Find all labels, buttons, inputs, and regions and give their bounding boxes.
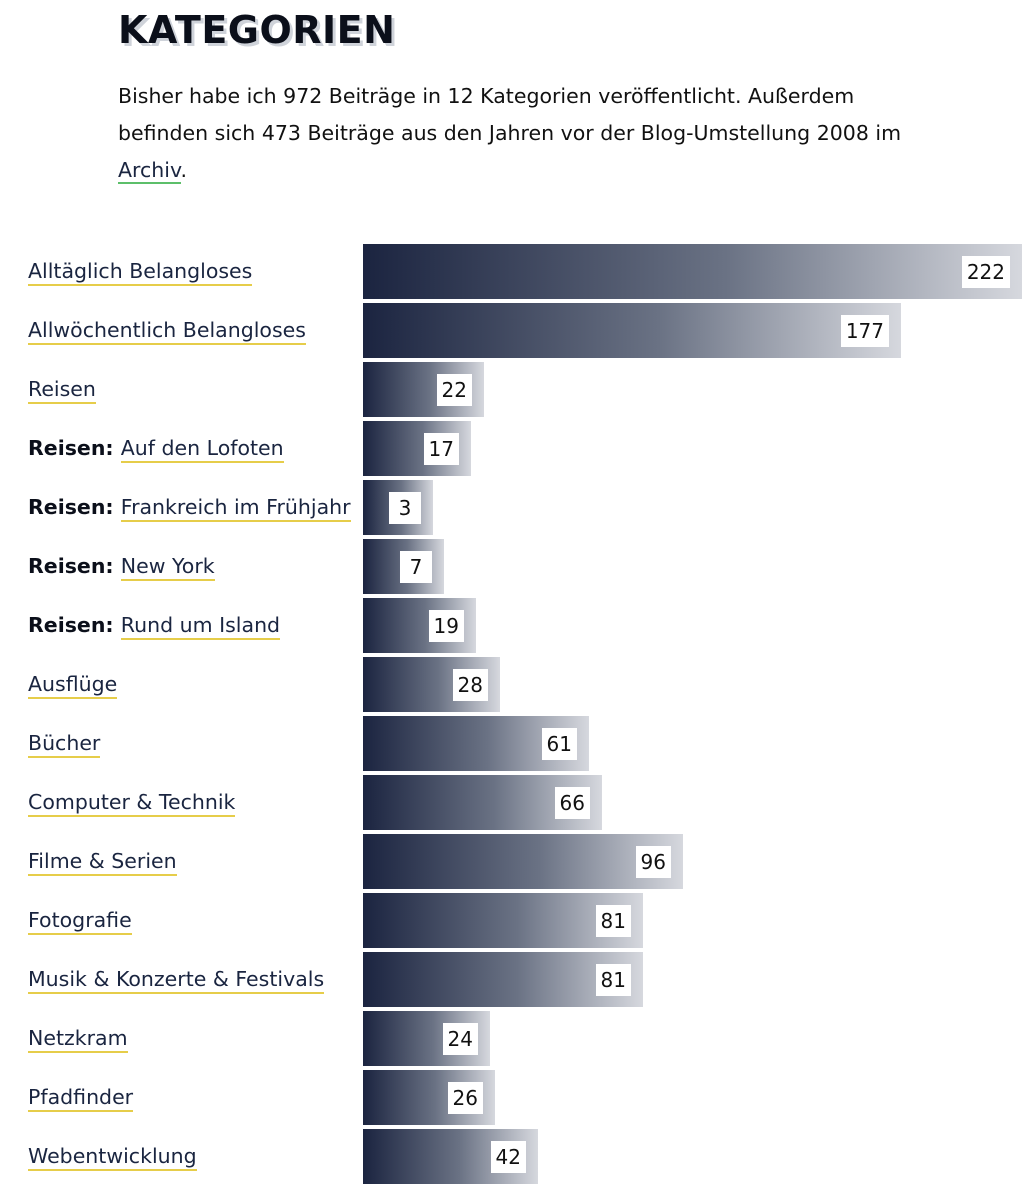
category-link[interactable]: Fotografie (28, 908, 132, 935)
bar: 17 (363, 421, 471, 476)
bar-value-label: 26 (447, 1082, 483, 1114)
category-prefix: Reisen: (28, 436, 121, 460)
bar: 81 (363, 893, 643, 948)
bar-value-label: 222 (961, 256, 1010, 288)
bar-value-label: 22 (436, 374, 472, 406)
category-link[interactable]: New York (120, 554, 215, 581)
chart-row: Netzkram 24 (0, 1011, 1035, 1066)
category-prefix: Reisen: (28, 613, 121, 637)
intro-text-end: . (180, 158, 188, 182)
category-label: Pfadfinder (28, 1070, 134, 1125)
bar-value-label: 42 (490, 1141, 526, 1173)
category-label: Ausflüge (28, 657, 118, 712)
bar: 28 (363, 657, 500, 712)
bar: 7 (363, 539, 444, 594)
bar: 61 (363, 716, 589, 771)
chart-row: Fotografie 81 (0, 893, 1035, 948)
bar-value-label: 24 (442, 1023, 478, 1055)
chart-row: Filme & Serien 96 (0, 834, 1035, 889)
chart-row: Reisen: Auf den Lofoten 17 (0, 421, 1035, 476)
bar: 3 (363, 480, 433, 535)
bar-value-label: 28 (452, 669, 488, 701)
category-label: Alltäglich Belangloses (28, 244, 253, 299)
bar: 24 (363, 1011, 490, 1066)
chart-row: Musik & Konzerte & Festivals 81 (0, 952, 1035, 1007)
category-link[interactable]: Allwöchentlich Belangloses (28, 318, 306, 345)
chart-row: Reisen: Frankreich im Frühjahr 3 (0, 480, 1035, 535)
category-label: Allwöchentlich Belangloses (28, 303, 306, 358)
category-link[interactable]: Rund um Island (120, 613, 281, 640)
category-link[interactable]: Filme & Serien (28, 849, 177, 876)
archive-link[interactable]: Archiv (118, 158, 181, 184)
category-label: Musik & Konzerte & Festivals (28, 952, 325, 1007)
bar-value-label: 17 (423, 433, 459, 465)
bar-value-label: 7 (400, 551, 432, 583)
category-prefix: Reisen: (28, 554, 121, 578)
category-prefix: Reisen: (28, 495, 121, 519)
bar: 26 (363, 1070, 495, 1125)
category-link[interactable]: Computer & Technik (28, 790, 236, 817)
chart-row: Reisen: Rund um Island 19 (0, 598, 1035, 653)
chart-row: Pfadfinder 26 (0, 1070, 1035, 1125)
bar: 19 (363, 598, 476, 653)
category-link[interactable]: Musik & Konzerte & Festivals (28, 967, 325, 994)
bar: 22 (363, 362, 484, 417)
bar-value-label: 96 (635, 846, 671, 878)
category-link[interactable]: Auf den Lofoten (120, 436, 284, 463)
page-title: KATEGORIEN (118, 8, 396, 52)
bar-value-label: 19 (428, 610, 464, 642)
bar-value-label: 66 (554, 787, 590, 819)
chart-row: Alltäglich Belangloses 222 (0, 244, 1035, 299)
chart-row: Ausflüge 28 (0, 657, 1035, 712)
category-link[interactable]: Bücher (28, 731, 101, 758)
chart-row: Bücher 61 (0, 716, 1035, 771)
category-link[interactable]: Pfadfinder (28, 1085, 134, 1112)
category-label: Computer & Technik (28, 775, 236, 830)
category-label: Reisen: Frankreich im Frühjahr (28, 480, 351, 535)
category-label: Netzkram (28, 1011, 128, 1066)
bar: 66 (363, 775, 602, 830)
bar: 81 (363, 952, 643, 1007)
category-link[interactable]: Webentwicklung (28, 1144, 197, 1171)
category-label: Bücher (28, 716, 101, 771)
category-label: Filme & Serien (28, 834, 177, 889)
bar: 177 (363, 303, 901, 358)
bar-value-label: 177 (840, 315, 889, 347)
category-label: Reisen: Rund um Island (28, 598, 281, 653)
category-label: Webentwicklung (28, 1129, 197, 1184)
intro-text: Bisher habe ich 972 Beiträge in 12 Kateg… (118, 84, 902, 145)
category-link[interactable]: Alltäglich Belangloses (28, 259, 253, 286)
intro-paragraph: Bisher habe ich 972 Beiträge in 12 Kateg… (118, 78, 918, 189)
chart-row: Computer & Technik 66 (0, 775, 1035, 830)
bar: 42 (363, 1129, 538, 1184)
category-link[interactable]: Reisen (28, 377, 96, 404)
chart-row: Webentwicklung 42 (0, 1129, 1035, 1184)
bar-value-label: 81 (595, 905, 631, 937)
bar-value-label: 61 (541, 728, 577, 760)
chart-row: Reisen: New York 7 (0, 539, 1035, 594)
chart-row: Reisen 22 (0, 362, 1035, 417)
category-link[interactable]: Ausflüge (28, 672, 118, 699)
bar-value-label: 81 (595, 964, 631, 996)
category-label: Reisen: New York (28, 539, 215, 594)
category-label: Reisen: Auf den Lofoten (28, 421, 284, 476)
bar-value-label: 3 (389, 492, 421, 524)
category-label: Reisen (28, 362, 96, 417)
category-link[interactable]: Frankreich im Frühjahr (120, 495, 351, 522)
category-label: Fotografie (28, 893, 132, 948)
category-link[interactable]: Netzkram (28, 1026, 128, 1053)
bar: 96 (363, 834, 683, 889)
bar: 222 (363, 244, 1022, 299)
chart-row: Allwöchentlich Belangloses 177 (0, 303, 1035, 358)
